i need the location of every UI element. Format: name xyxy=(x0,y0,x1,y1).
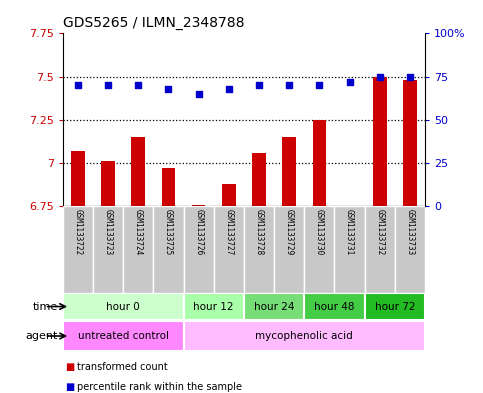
Bar xyxy=(274,206,304,293)
Text: mycophenolic acid: mycophenolic acid xyxy=(256,331,353,341)
Text: agent: agent xyxy=(26,331,58,341)
Point xyxy=(195,91,202,97)
Text: GSM1133728: GSM1133728 xyxy=(255,209,264,255)
Text: ■: ■ xyxy=(65,362,74,373)
Point xyxy=(346,79,354,85)
Bar xyxy=(63,293,184,320)
Bar xyxy=(184,206,213,293)
Bar xyxy=(304,293,365,320)
Text: ■: ■ xyxy=(65,382,74,392)
Bar xyxy=(192,205,205,206)
Text: GSM1133722: GSM1133722 xyxy=(73,209,83,255)
Point xyxy=(255,82,263,88)
Bar xyxy=(63,206,93,293)
Text: GSM1133732: GSM1133732 xyxy=(375,209,384,255)
Bar xyxy=(213,206,244,293)
Bar xyxy=(184,293,244,320)
Bar xyxy=(244,293,304,320)
Bar xyxy=(365,293,425,320)
Text: hour 48: hour 48 xyxy=(314,301,355,312)
Bar xyxy=(313,120,326,206)
Point xyxy=(225,86,233,92)
Point xyxy=(285,82,293,88)
Point xyxy=(406,73,414,80)
Text: GSM1133726: GSM1133726 xyxy=(194,209,203,255)
Text: hour 24: hour 24 xyxy=(254,301,294,312)
Text: GSM1133733: GSM1133733 xyxy=(405,209,414,255)
Text: GSM1133724: GSM1133724 xyxy=(134,209,143,255)
Point xyxy=(376,73,384,80)
Text: transformed count: transformed count xyxy=(77,362,168,373)
Bar xyxy=(283,137,296,206)
Bar xyxy=(131,137,145,206)
Bar xyxy=(373,77,386,206)
Bar xyxy=(252,153,266,206)
Bar xyxy=(123,206,154,293)
Bar xyxy=(63,321,184,351)
Bar xyxy=(71,151,85,206)
Text: hour 0: hour 0 xyxy=(106,301,140,312)
Bar xyxy=(93,206,123,293)
Text: GSM1133729: GSM1133729 xyxy=(284,209,294,255)
Text: GDS5265 / ILMN_2348788: GDS5265 / ILMN_2348788 xyxy=(63,16,244,29)
Text: untreated control: untreated control xyxy=(78,331,169,341)
Text: GSM1133731: GSM1133731 xyxy=(345,209,354,255)
Text: hour 12: hour 12 xyxy=(194,301,234,312)
Point xyxy=(104,82,112,88)
Text: GSM1133730: GSM1133730 xyxy=(315,209,324,255)
Point xyxy=(315,82,323,88)
Point xyxy=(134,82,142,88)
Point xyxy=(165,86,172,92)
Bar xyxy=(154,206,184,293)
Bar xyxy=(334,206,365,293)
Text: GSM1133723: GSM1133723 xyxy=(103,209,113,255)
Text: percentile rank within the sample: percentile rank within the sample xyxy=(77,382,242,392)
Bar xyxy=(162,168,175,206)
Bar xyxy=(244,206,274,293)
Bar xyxy=(101,162,115,206)
Bar xyxy=(304,206,334,293)
Bar xyxy=(365,206,395,293)
Bar xyxy=(395,206,425,293)
Bar xyxy=(184,321,425,351)
Text: time: time xyxy=(33,301,58,312)
Point xyxy=(74,82,82,88)
Text: GSM1133727: GSM1133727 xyxy=(224,209,233,255)
Text: hour 72: hour 72 xyxy=(375,301,415,312)
Bar xyxy=(403,80,417,206)
Bar xyxy=(222,184,236,206)
Text: GSM1133725: GSM1133725 xyxy=(164,209,173,255)
